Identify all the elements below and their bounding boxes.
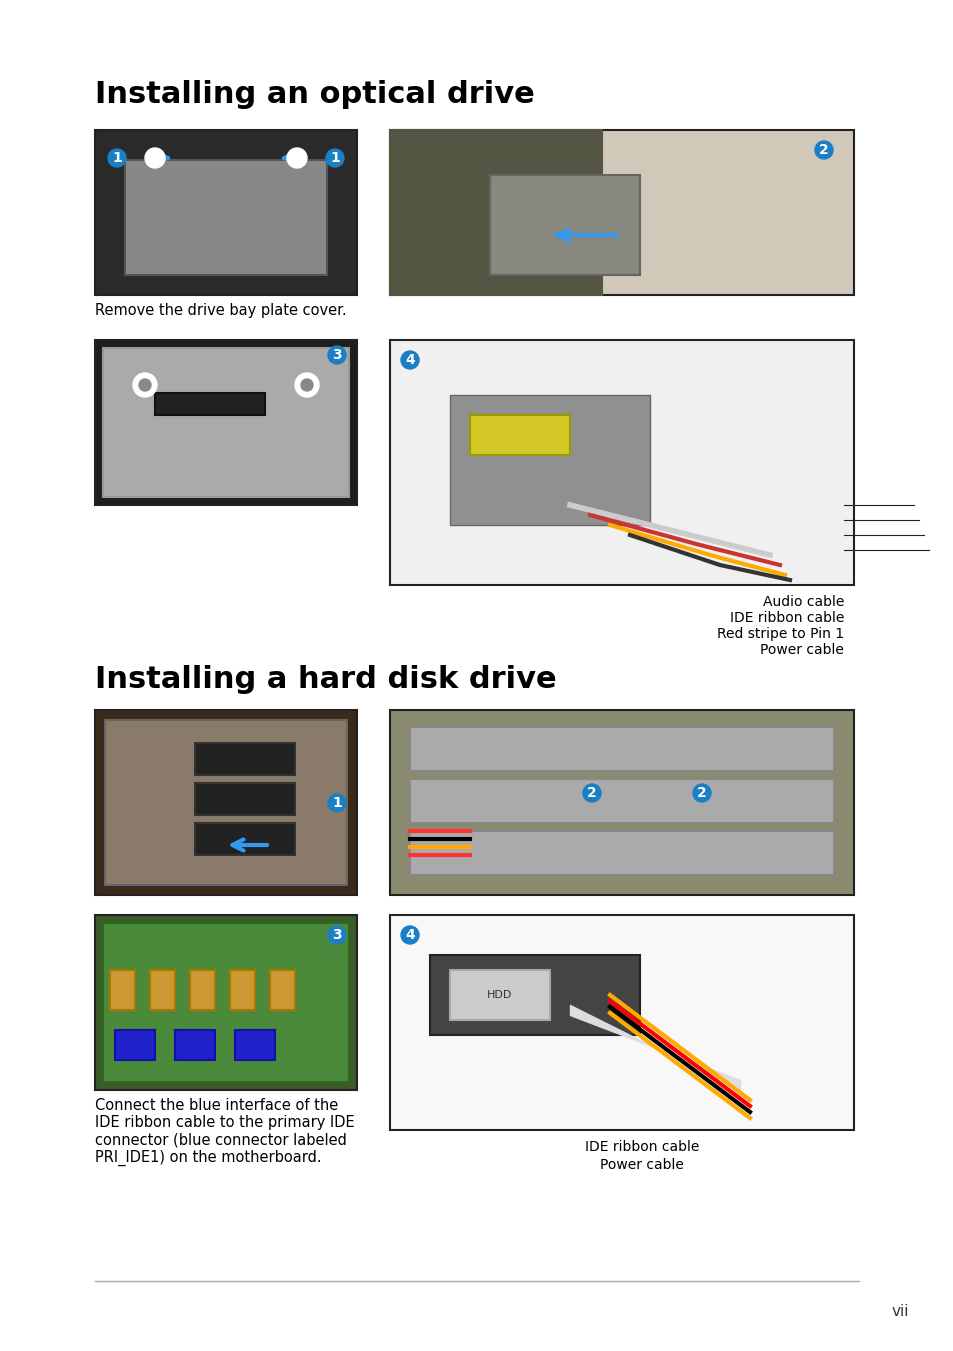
FancyBboxPatch shape: [194, 823, 294, 855]
Text: 2: 2: [697, 786, 706, 800]
FancyBboxPatch shape: [194, 784, 294, 815]
FancyBboxPatch shape: [270, 970, 294, 1011]
Text: HDD: HDD: [487, 990, 512, 1000]
Text: Power cable: Power cable: [599, 1158, 683, 1173]
FancyBboxPatch shape: [95, 915, 356, 1090]
Text: Remove the drive bay plate cover.: Remove the drive bay plate cover.: [95, 303, 346, 317]
FancyBboxPatch shape: [150, 970, 174, 1011]
FancyBboxPatch shape: [105, 720, 347, 885]
FancyBboxPatch shape: [230, 970, 254, 1011]
FancyBboxPatch shape: [103, 923, 349, 1082]
Text: Installing an optical drive: Installing an optical drive: [95, 80, 535, 109]
Text: 4: 4: [405, 928, 415, 942]
Text: vii: vii: [890, 1304, 908, 1319]
FancyBboxPatch shape: [174, 1029, 214, 1061]
Circle shape: [145, 149, 165, 168]
Text: 4: 4: [405, 353, 415, 367]
FancyBboxPatch shape: [470, 415, 569, 455]
FancyBboxPatch shape: [430, 955, 639, 1035]
Text: Red stripe to Pin 1: Red stripe to Pin 1: [716, 627, 843, 640]
Text: 1: 1: [330, 151, 339, 165]
Text: 3: 3: [332, 928, 341, 942]
Text: 1: 1: [112, 151, 122, 165]
FancyBboxPatch shape: [234, 1029, 274, 1061]
FancyBboxPatch shape: [390, 711, 853, 894]
FancyBboxPatch shape: [450, 394, 649, 526]
Text: 2: 2: [586, 786, 597, 800]
Text: Connect the blue interface of the
IDE ribbon cable to the primary IDE
connector : Connect the blue interface of the IDE ri…: [95, 1098, 355, 1166]
Circle shape: [108, 149, 126, 168]
Text: Audio cable: Audio cable: [761, 594, 843, 609]
FancyBboxPatch shape: [154, 393, 265, 415]
FancyBboxPatch shape: [450, 970, 550, 1020]
Text: Power cable: Power cable: [760, 643, 843, 657]
FancyBboxPatch shape: [390, 130, 601, 295]
FancyBboxPatch shape: [194, 743, 294, 775]
Text: 1: 1: [332, 796, 341, 811]
FancyBboxPatch shape: [390, 915, 853, 1129]
Circle shape: [287, 149, 307, 168]
Text: 3: 3: [332, 349, 341, 362]
FancyBboxPatch shape: [110, 970, 135, 1011]
Circle shape: [400, 351, 418, 369]
FancyBboxPatch shape: [115, 1029, 154, 1061]
FancyBboxPatch shape: [410, 780, 833, 823]
FancyBboxPatch shape: [103, 349, 349, 497]
Circle shape: [814, 141, 832, 159]
FancyBboxPatch shape: [95, 711, 356, 894]
FancyBboxPatch shape: [390, 130, 853, 295]
Circle shape: [132, 373, 157, 397]
Circle shape: [328, 346, 346, 363]
FancyBboxPatch shape: [95, 130, 356, 295]
FancyBboxPatch shape: [490, 176, 639, 276]
Circle shape: [328, 794, 346, 812]
Circle shape: [328, 925, 346, 944]
FancyBboxPatch shape: [410, 831, 833, 875]
FancyBboxPatch shape: [125, 159, 327, 276]
Circle shape: [139, 380, 151, 390]
Circle shape: [301, 380, 313, 390]
FancyBboxPatch shape: [410, 727, 833, 771]
Circle shape: [294, 373, 318, 397]
FancyBboxPatch shape: [95, 340, 356, 505]
Circle shape: [692, 784, 710, 802]
FancyBboxPatch shape: [190, 970, 214, 1011]
FancyBboxPatch shape: [390, 340, 853, 585]
Text: IDE ribbon cable: IDE ribbon cable: [729, 611, 843, 626]
Circle shape: [326, 149, 344, 168]
Text: 2: 2: [819, 143, 828, 157]
Circle shape: [400, 925, 418, 944]
Circle shape: [582, 784, 600, 802]
Text: IDE ribbon cable: IDE ribbon cable: [584, 1140, 699, 1154]
Text: Installing a hard disk drive: Installing a hard disk drive: [95, 665, 556, 694]
